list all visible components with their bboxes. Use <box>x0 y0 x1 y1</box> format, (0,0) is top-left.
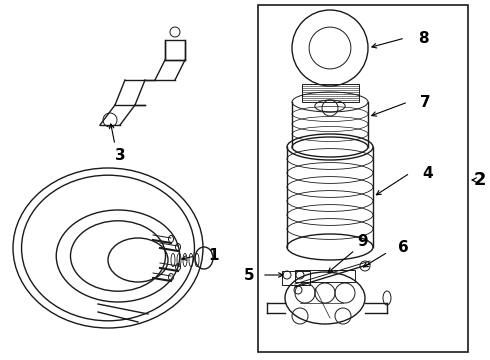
Bar <box>282 271 310 285</box>
Text: 2: 2 <box>474 171 486 189</box>
Text: 3: 3 <box>115 148 125 162</box>
Text: 9: 9 <box>357 234 368 249</box>
Bar <box>301 84 359 102</box>
Text: 7: 7 <box>420 95 431 109</box>
Text: 4: 4 <box>422 166 433 180</box>
Bar <box>165 40 185 60</box>
Bar <box>258 5 468 352</box>
Text: 8: 8 <box>418 31 429 45</box>
Bar <box>295 270 355 282</box>
Text: 5: 5 <box>244 267 254 283</box>
Text: 1: 1 <box>208 248 219 264</box>
Text: 6: 6 <box>398 240 409 256</box>
